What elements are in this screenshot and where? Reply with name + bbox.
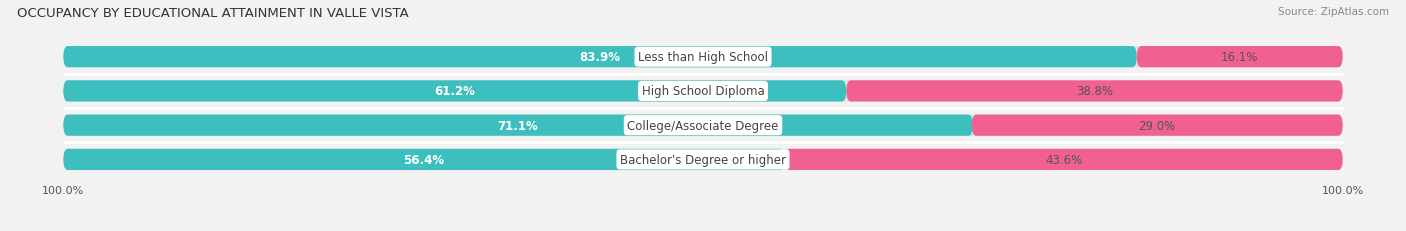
Text: Source: ZipAtlas.com: Source: ZipAtlas.com (1278, 7, 1389, 17)
Text: OCCUPANCY BY EDUCATIONAL ATTAINMENT IN VALLE VISTA: OCCUPANCY BY EDUCATIONAL ATTAINMENT IN V… (17, 7, 409, 20)
FancyBboxPatch shape (63, 47, 1343, 68)
FancyBboxPatch shape (63, 47, 1136, 68)
FancyBboxPatch shape (785, 149, 1343, 170)
FancyBboxPatch shape (1136, 47, 1343, 68)
Text: 71.1%: 71.1% (498, 119, 538, 132)
FancyBboxPatch shape (972, 115, 1343, 136)
Text: Less than High School: Less than High School (638, 51, 768, 64)
Text: High School Diploma: High School Diploma (641, 85, 765, 98)
FancyBboxPatch shape (63, 81, 1343, 102)
Text: Bachelor's Degree or higher: Bachelor's Degree or higher (620, 153, 786, 166)
Text: 38.8%: 38.8% (1076, 85, 1114, 98)
Text: 56.4%: 56.4% (404, 153, 444, 166)
Text: 16.1%: 16.1% (1220, 51, 1258, 64)
Text: 83.9%: 83.9% (579, 51, 620, 64)
FancyBboxPatch shape (63, 81, 846, 102)
FancyBboxPatch shape (846, 81, 1343, 102)
FancyBboxPatch shape (63, 115, 1343, 136)
Text: 43.6%: 43.6% (1045, 153, 1083, 166)
Text: 61.2%: 61.2% (434, 85, 475, 98)
Text: 29.0%: 29.0% (1139, 119, 1175, 132)
FancyBboxPatch shape (63, 115, 973, 136)
FancyBboxPatch shape (63, 149, 1343, 170)
Text: College/Associate Degree: College/Associate Degree (627, 119, 779, 132)
FancyBboxPatch shape (63, 149, 785, 170)
